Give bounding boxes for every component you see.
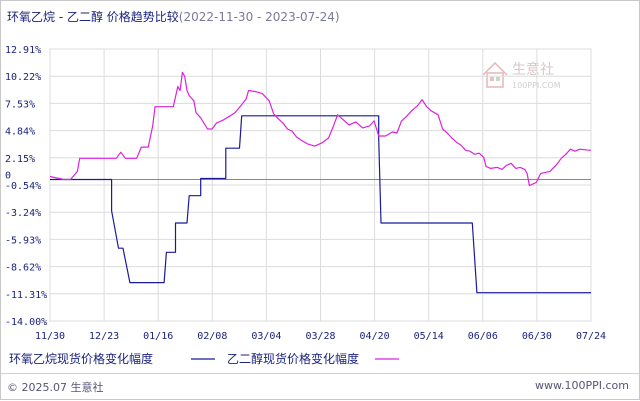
watermark-brand: 生意社 xyxy=(512,61,554,78)
x-tick-label: 12/23 xyxy=(89,331,119,342)
x-tick-label: 11/30 xyxy=(35,331,65,342)
grid xyxy=(49,48,592,322)
series-line-2 xyxy=(49,71,591,187)
footer-copyright: © 2025.07 生意社 xyxy=(7,381,104,394)
x-tick-label: 06/06 xyxy=(468,331,498,342)
series-layer xyxy=(49,71,591,294)
house-icon xyxy=(482,61,508,88)
series-line-1 xyxy=(50,115,591,294)
chart-title: 环氧乙烷 - 乙二醇 价格趋势比较(2022-11-30 - 2023-07-2… xyxy=(7,8,340,25)
y-tick-label: -8.62% xyxy=(5,263,41,274)
x-tick-label: 02/08 xyxy=(197,331,227,342)
legend-label-series-2: 乙二醇现货价格变化幅度 xyxy=(227,351,359,366)
x-axis: 11/30 12/23 01/16 02/08 03/04 03/28 04/20 05/14… xyxy=(35,331,606,342)
y-tick-label: -0.54% xyxy=(5,181,41,192)
legend-label-series-1: 环氧乙烷现货价格变化幅度 xyxy=(9,351,153,366)
y-tick-label: -11.31% xyxy=(5,290,47,301)
x-tick-label: 03/28 xyxy=(305,331,335,342)
watermark-logo: 生意社 100PPI.COM xyxy=(482,61,561,90)
x-tick-label: 04/20 xyxy=(360,331,390,342)
house-window xyxy=(490,77,494,81)
y-tick-label: 2.15% xyxy=(5,154,35,165)
x-tick-label: 07/24 xyxy=(576,331,606,342)
watermark-url: 100PPI.COM xyxy=(512,81,561,90)
y-tick-label: -14.00% xyxy=(5,317,47,328)
y-axis: 12.91% 10.22% 7.53% 4.84% 2.15% -0.54% -3.24% -… xyxy=(5,45,47,328)
zero-label: 0 xyxy=(5,170,11,181)
y-tick-label: -5.93% xyxy=(5,235,41,246)
footer-site-link[interactable]: www.100PPI.com xyxy=(535,379,629,392)
title-text: 环氧乙烷 - 乙二醇 价格趋势比较 xyxy=(7,10,179,24)
y-tick-label: 7.53% xyxy=(5,99,35,110)
x-tick-label: 05/14 xyxy=(414,331,444,342)
footer-divider xyxy=(1,373,639,374)
house-window xyxy=(496,77,500,81)
date-range: (2022-11-30 - 2023-07-24) xyxy=(178,10,340,24)
x-tick-label: 01/16 xyxy=(143,331,173,342)
y-tick-label: 4.84% xyxy=(5,127,35,138)
legend: 环氧乙烷现货价格变化幅度 乙二醇现货价格变化幅度 xyxy=(9,351,399,366)
x-tick-label: 03/04 xyxy=(251,331,281,342)
y-tick-label: -3.24% xyxy=(5,208,41,219)
x-tick-label: 06/30 xyxy=(522,331,552,342)
y-tick-label: 10.22% xyxy=(5,72,41,83)
y-tick-label: 12.91% xyxy=(5,45,41,56)
